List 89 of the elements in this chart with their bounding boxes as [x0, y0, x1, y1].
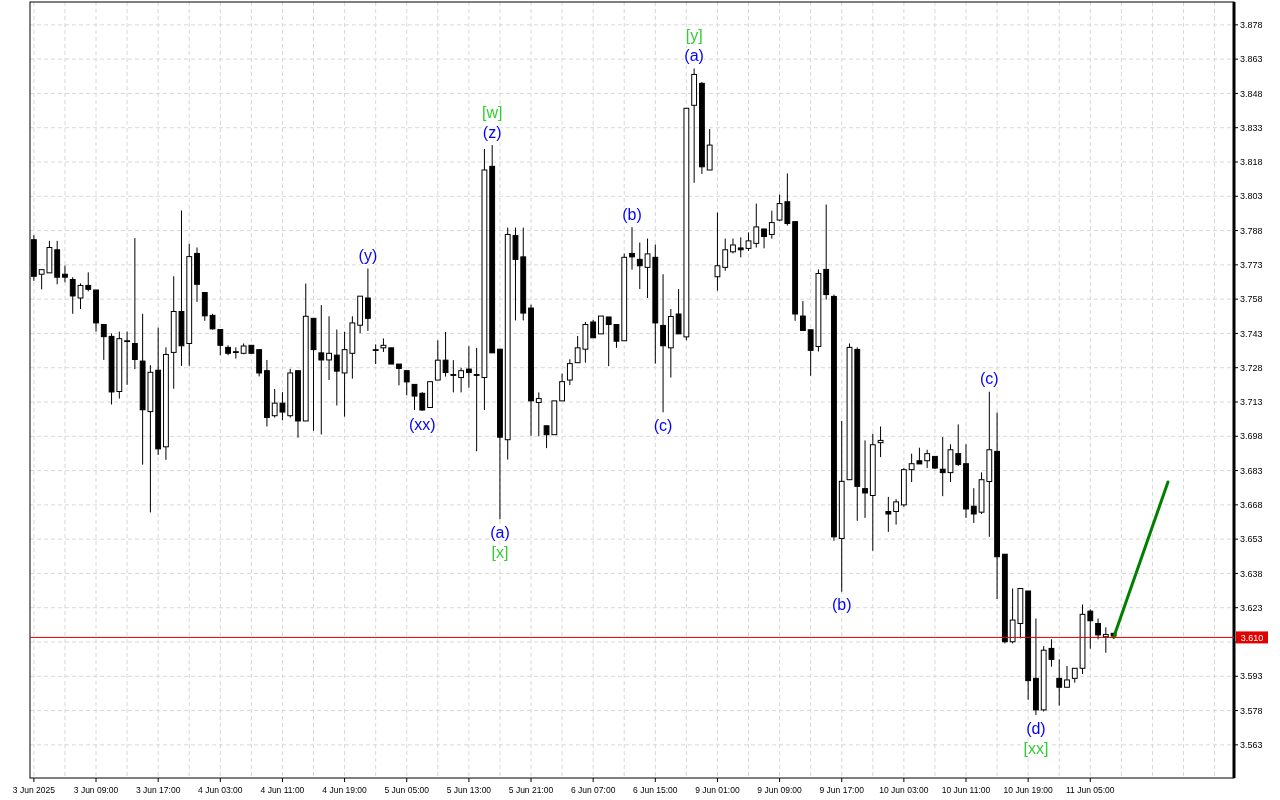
- x-tick-label: 9 Jun 01:00: [695, 785, 740, 795]
- candlestick: [131, 237, 138, 370]
- candlestick: [442, 331, 449, 378]
- x-tick-label: 6 Jun 15:00: [633, 785, 678, 795]
- candlestick: [660, 273, 666, 413]
- annotation: (z): [482, 123, 502, 141]
- annotation: [w]: [481, 103, 503, 121]
- x-tick-label: 4 Jun 19:00: [322, 785, 368, 795]
- y-tick-label: 3.593: [1240, 671, 1263, 682]
- x-tick-label: 5 Jun 21:00: [508, 785, 554, 795]
- y-tick-label: 3.653: [1240, 534, 1263, 545]
- y-tick-label: 3.803: [1240, 191, 1263, 202]
- candlestick: [924, 449, 931, 469]
- y-tick-label: 3.773: [1240, 260, 1263, 271]
- candlestick: [372, 343, 379, 365]
- candlestick: [862, 439, 868, 519]
- candlestick: [1095, 617, 1101, 640]
- y-tick-label: 3.578: [1240, 705, 1263, 716]
- y-tick-label: 3.758: [1240, 294, 1263, 305]
- candlestick: [318, 304, 325, 435]
- x-tick-label: 10 Jun 19:00: [1003, 785, 1053, 795]
- candlestick: [458, 367, 465, 393]
- y-tick-label: 3.563: [1240, 740, 1263, 751]
- x-tick-label: 3 Jun 17:00: [135, 785, 181, 795]
- annotation: (c): [979, 370, 999, 388]
- candlestick: [885, 496, 892, 533]
- x-tick-label: 6 Jun 07:00: [570, 785, 616, 795]
- annotation: (b): [622, 205, 642, 223]
- candlestick: [434, 339, 441, 381]
- y-tick-label: 3.638: [1240, 568, 1263, 579]
- y-tick-label: 3.848: [1240, 88, 1263, 99]
- candlestick: [403, 370, 410, 396]
- annotation: (a): [490, 523, 510, 541]
- y-tick-label: 3.788: [1240, 225, 1263, 236]
- candlestick: [799, 300, 806, 331]
- candlestick: [465, 345, 472, 389]
- x-tick-label: 9 Jun 09:00: [757, 785, 803, 795]
- candlestick: [326, 315, 332, 381]
- candlestick: [256, 349, 263, 377]
- annotation: (b): [831, 596, 852, 614]
- candlestick: [1102, 626, 1109, 654]
- x-tick-label: 9 Jun 17:00: [819, 785, 865, 795]
- candlestick: [629, 226, 635, 271]
- candlestick: [62, 265, 68, 283]
- y-tick-label: 3.863: [1240, 54, 1263, 65]
- candlestick: [559, 373, 565, 402]
- candlestick: [333, 329, 340, 406]
- x-tick-label: 4 Jun 11:00: [260, 785, 305, 795]
- annotation: [x]: [491, 543, 509, 561]
- annotation: (xx): [408, 415, 436, 433]
- candlestick: [1056, 658, 1063, 707]
- annotation: (a): [684, 47, 704, 65]
- candlestick: [761, 228, 767, 249]
- x-tick-label: 11 Jun 05:00: [1066, 785, 1115, 795]
- x-tick-label: 5 Jun 05:00: [384, 785, 430, 795]
- candlestick: [364, 268, 371, 332]
- annotation: [xx]: [1023, 739, 1049, 757]
- y-tick-label: 3.698: [1240, 431, 1263, 442]
- annotation: [y]: [685, 27, 703, 45]
- x-tick-label: 10 Jun 11:00: [941, 785, 991, 795]
- y-tick-label: 3.833: [1240, 122, 1263, 133]
- x-tick-label: 3 Jun 09:00: [73, 785, 119, 795]
- candlestick: [124, 331, 131, 386]
- candlestick: [1064, 665, 1070, 688]
- annotation: (c): [653, 416, 673, 434]
- y-tick-label: 3.878: [1240, 20, 1263, 31]
- x-tick-label: 5 Jun 13:00: [446, 785, 492, 795]
- candlestick: [450, 359, 457, 393]
- y-tick-label: 3.623: [1240, 602, 1263, 613]
- y-tick-label: 3.683: [1240, 465, 1263, 476]
- x-tick-label: 10 Jun 03:00: [879, 785, 929, 795]
- y-tick-label: 3.713: [1240, 397, 1263, 408]
- y-tick-label: 3.728: [1240, 362, 1263, 373]
- x-tick-label: 4 Jun 03:00: [198, 785, 243, 795]
- y-tick-label: 3.743: [1240, 328, 1263, 339]
- candlestick: [768, 210, 775, 240]
- y-tick-label: 3.818: [1240, 157, 1263, 168]
- ref-line-label: 3.610: [1240, 632, 1264, 643]
- annotation: (y): [358, 247, 378, 265]
- candlestick: [877, 425, 884, 458]
- candlestick: [566, 358, 573, 386]
- candlestick: [396, 363, 402, 386]
- candlestick: [232, 346, 239, 360]
- candlestick: [893, 498, 900, 526]
- y-tick-label: 3.668: [1240, 500, 1263, 511]
- x-tick-label: 3 Jun 2025: [12, 785, 56, 795]
- candlestick: [535, 391, 542, 437]
- candlestick: [100, 324, 107, 361]
- annotation: (d): [1026, 719, 1046, 737]
